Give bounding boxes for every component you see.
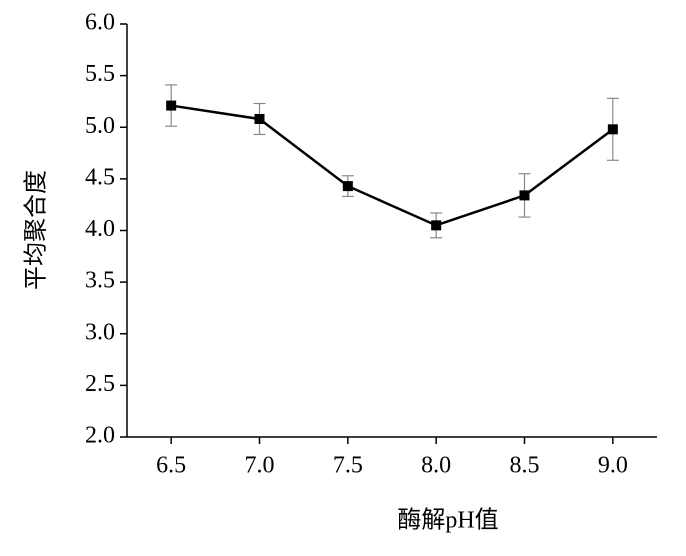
y-tick-label: 2.0 xyxy=(85,423,115,449)
marker xyxy=(342,181,353,192)
y-tick-label: 3.5 xyxy=(85,268,115,294)
y-tick-label: 5.0 xyxy=(85,113,115,139)
y-tick-label: 2.5 xyxy=(85,371,115,397)
y-tick-label: 4.0 xyxy=(85,216,115,242)
x-tick-label: 6.5 xyxy=(156,453,186,479)
marker xyxy=(166,100,177,111)
y-tick-label: 6.0 xyxy=(85,10,115,36)
x-tick-label: 7.0 xyxy=(245,453,275,479)
y-tick-label: 5.5 xyxy=(85,61,115,87)
marker xyxy=(607,124,618,135)
marker xyxy=(519,190,530,201)
x-tick-label: 9.0 xyxy=(598,453,628,479)
marker xyxy=(431,220,442,231)
x-axis-label: 酶解pH值 xyxy=(397,507,498,534)
marker xyxy=(254,113,265,124)
line xyxy=(170,104,614,227)
y-tick-label: 3.0 xyxy=(85,319,115,345)
x-tick-label: 8.0 xyxy=(421,453,451,479)
y-axis-label: 平均聚合度 xyxy=(23,170,50,290)
x-tick-label: 8.5 xyxy=(510,453,540,479)
x-tick-label: 7.5 xyxy=(333,453,363,479)
y-tick-label: 4.5 xyxy=(85,164,115,190)
